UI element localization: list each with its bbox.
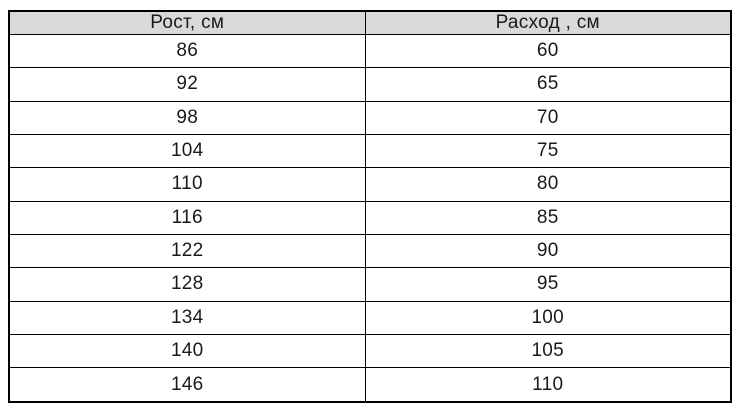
- height-consumption-table: Рост, см Расход , см 86 60 92 65 98 70 1…: [8, 10, 732, 403]
- height-cell: 134: [8, 300, 366, 335]
- height-cell: 98: [8, 100, 366, 135]
- consumption-cell: 80: [364, 167, 732, 202]
- height-cell: 128: [8, 267, 366, 302]
- consumption-cell: 85: [364, 200, 732, 235]
- table-row: 122 90: [8, 233, 732, 269]
- consumption-cell: 100: [364, 300, 732, 335]
- consumption-cell: 90: [364, 233, 732, 269]
- consumption-cell: 75: [364, 133, 732, 169]
- height-cell: 86: [8, 33, 366, 69]
- height-cell: 122: [8, 233, 366, 269]
- table-row: 116 85: [8, 200, 732, 235]
- table-row: 104 75: [8, 133, 732, 169]
- height-cell: 116: [8, 200, 366, 235]
- table-row: 98 70: [8, 100, 732, 135]
- table-row: 86 60: [8, 33, 732, 69]
- consumption-cell: 65: [364, 67, 732, 102]
- table-row: 128 95: [8, 267, 732, 302]
- table-row: 146 110: [8, 367, 732, 403]
- table-row: 134 100: [8, 300, 732, 335]
- consumption-cell: 110: [364, 367, 732, 403]
- table-header-row: Рост, см Расход , см: [8, 10, 732, 35]
- height-cell: 104: [8, 133, 366, 169]
- height-cell: 110: [8, 167, 366, 202]
- consumption-cell: 60: [364, 33, 732, 69]
- table-row: 92 65: [8, 67, 732, 102]
- consumption-cell: 95: [364, 267, 732, 302]
- height-cell: 146: [8, 367, 366, 403]
- consumption-cell: 105: [364, 333, 732, 369]
- height-cell: 140: [8, 333, 366, 369]
- table-row: 140 105: [8, 333, 732, 369]
- consumption-cell: 70: [364, 100, 732, 135]
- table-row: 110 80: [8, 167, 732, 202]
- header-consumption: Расход , см: [364, 10, 732, 35]
- height-cell: 92: [8, 67, 366, 102]
- header-height: Рост, см: [8, 10, 366, 35]
